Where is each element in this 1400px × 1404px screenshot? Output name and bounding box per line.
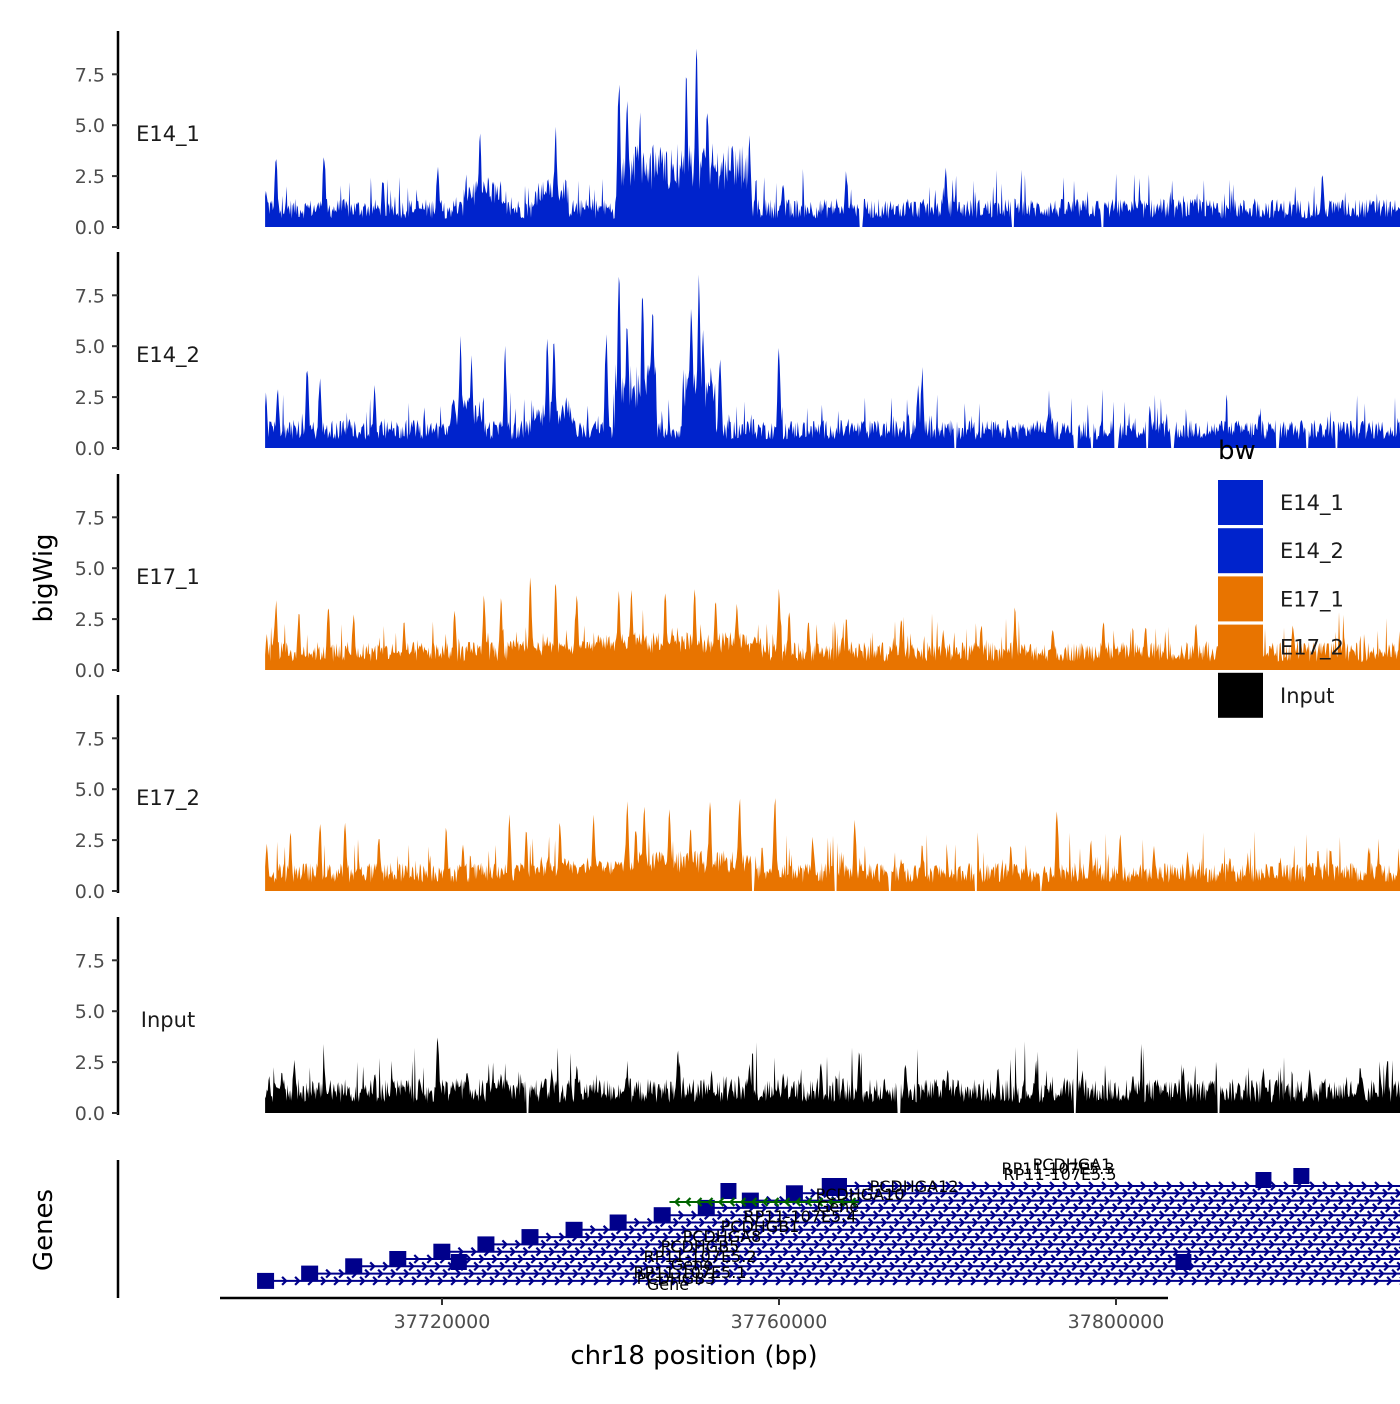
coverage-area-E14_1 [265, 49, 1400, 227]
legend-title: bw [1218, 436, 1256, 466]
legend-label-E14_2: E14_2 [1280, 539, 1344, 564]
legend-label-E17_1: E17_1 [1280, 587, 1344, 612]
y-tick-label: 5.0 [75, 779, 105, 801]
legend-swatch-E14_1 [1218, 480, 1263, 525]
gene-row [433, 1244, 1400, 1260]
x-axis: 37720000377600003780000037840000 [220, 1298, 1400, 1333]
x-tick-label: 37760000 [731, 1311, 828, 1333]
y-tick-label: 0.0 [75, 438, 105, 460]
track-label-Input: Input [141, 1008, 195, 1032]
exon [451, 1254, 467, 1270]
y-tick-label: 2.5 [75, 609, 105, 631]
y-axis-title: bigWig [29, 533, 59, 622]
track-E14_1: 0.0 2.5 5.0 7.5 E14_1 [75, 31, 1400, 239]
track-label-E14_1: E14_1 [136, 122, 200, 147]
track-E14_2: 0.0 2.5 5.0 7.5 E14_2 [75, 252, 1400, 460]
exon [1175, 1254, 1191, 1270]
y-tick-label: 5.0 [75, 558, 105, 580]
legend-swatch-E17_1 [1218, 576, 1263, 621]
y-tick-label: 7.5 [75, 728, 105, 750]
coverage-tracks: 0.0 2.5 5.0 7.5 E14_1 0.0 2.5 5.0 7.5 E14_2 0.0 2.5… [75, 31, 1400, 1125]
track-label-E17_1: E17_1 [136, 565, 200, 590]
legend-label-Input: Input [1280, 684, 1334, 708]
y-tick-label: 0.0 [75, 881, 105, 903]
y-tick-label: 0.0 [75, 660, 105, 682]
legend: bw E14_1 E14_2 E17_1 E17_2 Input [1218, 436, 1344, 718]
coverage-area-Input [265, 1038, 1400, 1114]
y-tick-label: 0.0 [75, 1103, 105, 1125]
x-axis-title: chr18 position (bp) [570, 1341, 817, 1371]
track-E17_1: 0.0 2.5 5.0 7.5 E17_1 [75, 474, 1400, 682]
x-tick-label: 37720000 [394, 1311, 491, 1333]
gene-row [257, 1273, 1400, 1289]
track-E17_2: 0.0 2.5 5.0 7.5 E17_2 [75, 695, 1400, 903]
legend-swatch-E14_2 [1218, 528, 1263, 573]
exon [720, 1183, 736, 1199]
y-tick-label: 7.5 [75, 950, 105, 972]
gene-track-title: Genes [29, 1189, 59, 1271]
track-Input: 0.0 2.5 5.0 7.5 Input [75, 917, 1400, 1125]
y-tick-label: 5.0 [75, 1001, 105, 1023]
coverage-area-E17_2 [265, 798, 1400, 891]
y-tick-label: 7.5 [75, 285, 105, 307]
y-tick-label: 7.5 [75, 507, 105, 529]
gene-label: RP11-107E5.5 [1004, 1165, 1117, 1184]
y-tick-label: 5.0 [75, 115, 105, 137]
exon [1293, 1168, 1309, 1184]
legend-label-E14_1: E14_1 [1280, 491, 1344, 516]
y-tick-label: 5.0 [75, 336, 105, 358]
exon [1255, 1172, 1271, 1188]
y-tick-label: 7.5 [75, 64, 105, 86]
track-label-E14_2: E14_2 [136, 343, 200, 368]
x-tick-label: 37800000 [1068, 1311, 1165, 1333]
legend-swatch-E17_2 [1218, 625, 1263, 670]
y-tick-label: 2.5 [75, 1052, 105, 1074]
coverage-area-E14_2 [265, 275, 1400, 449]
gene-label: Gene [647, 1275, 689, 1294]
y-tick-label: 2.5 [75, 387, 105, 409]
y-tick-label: 0.0 [75, 217, 105, 239]
exon [257, 1273, 274, 1289]
legend-label-E17_2: E17_2 [1280, 636, 1344, 661]
gene-track: PCDHGA12RP11-107E5.3PCDHGA10GeneRP11-107… [118, 1155, 1400, 1298]
legend-swatch-Input [1218, 673, 1263, 718]
track-label-E17_2: E17_2 [136, 786, 200, 811]
y-tick-label: 2.5 [75, 830, 105, 852]
y-tick-label: 2.5 [75, 166, 105, 188]
